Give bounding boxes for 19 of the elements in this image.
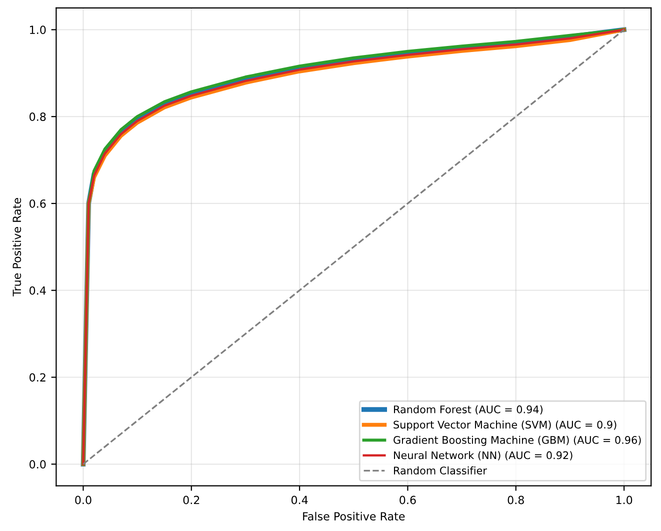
x-tick-label: 0.8	[508, 496, 524, 504]
y-tick-label: 1.0	[30, 26, 46, 34]
y-tick-label: 0.6	[30, 199, 46, 208]
legend-label: Gradient Boosting Machine (GBM) (AUC = 0.96)	[394, 436, 641, 446]
x-tick-label: 0.0	[75, 496, 92, 504]
y-tick-label: 0.2	[30, 373, 46, 382]
legend-label: Support Vector Machine (SVM) (AUC = 0.9)	[394, 420, 616, 431]
x-tick-label: 0.6	[400, 496, 416, 504]
legend-label: Random Forest (AUC = 0.94)	[394, 405, 542, 415]
x-tick-label: 1.0	[616, 496, 632, 504]
legend-label: Random Classifier	[394, 466, 487, 474]
x-axis-title: False Positive Rate	[303, 512, 405, 520]
y-tick-label: 0.8	[30, 112, 46, 121]
legend-label: Neural Network (NN) (AUC = 0.92)	[394, 451, 572, 460]
y-tick-label: 0.4	[30, 286, 46, 295]
x-tick-label: 0.4	[291, 496, 308, 504]
y-axis-title: True Positive Rate	[12, 198, 22, 296]
y-tick-label: 0.0	[30, 460, 46, 469]
x-tick-label: 0.2	[183, 496, 200, 504]
